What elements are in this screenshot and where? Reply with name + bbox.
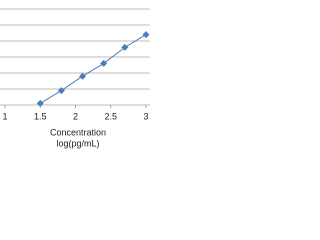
x-tick-label: 1.5 [34, 111, 47, 121]
marker [100, 59, 108, 67]
x-tick-label: 1 [2, 111, 7, 121]
chart: Concentration log(pg/mL) 1 1.5 2 2.5 3 [0, 8, 150, 148]
x-tick-label: 2.5 [104, 111, 117, 121]
page: {"chart_data": {"type": "scatter", "x_la… [0, 8, 150, 149]
x-tick-label: 2 [73, 111, 78, 121]
trend-line [39, 34, 147, 104]
x-axis-unit: log(pg/mL) [56, 138, 99, 148]
marker [57, 87, 65, 95]
marker [79, 72, 87, 80]
x-tick-label: 3 [143, 111, 148, 121]
marker [36, 99, 44, 107]
x-axis-title: Concentration [50, 127, 106, 137]
marker [142, 31, 150, 39]
marker [121, 43, 129, 51]
